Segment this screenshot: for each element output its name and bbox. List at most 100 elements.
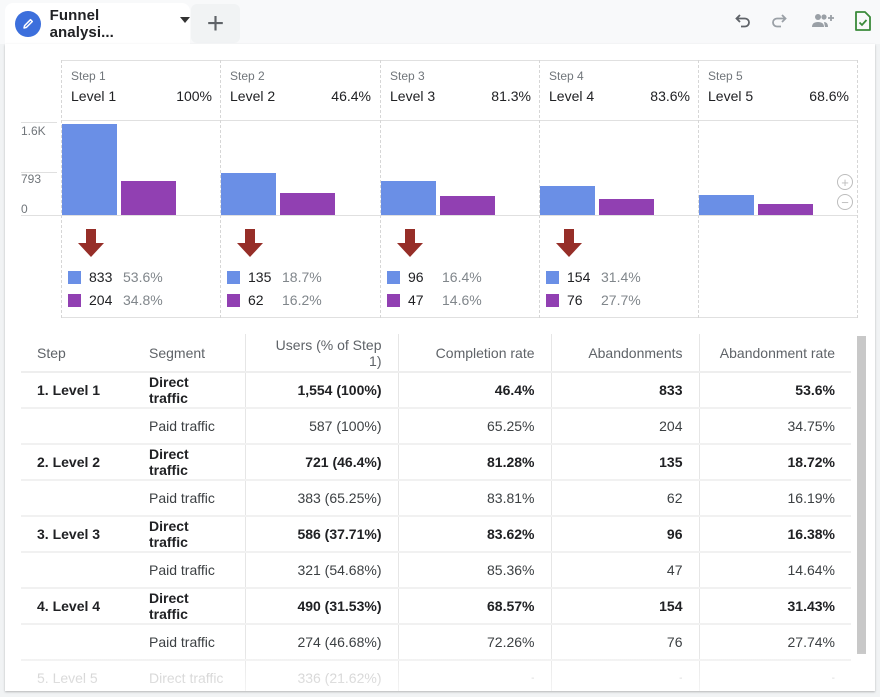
saved-check-icon[interactable]	[850, 8, 876, 34]
cell-segment: Paid traffic	[133, 624, 245, 661]
cell-completion-rate: 68.57%	[397, 588, 551, 625]
pencil-icon[interactable]	[15, 11, 41, 37]
zoom-out-icon[interactable]: −	[837, 194, 853, 210]
share-users-icon[interactable]	[808, 8, 838, 34]
abandonment-legend-paid[interactable]: 76 27.7%	[546, 292, 641, 308]
cell-step	[21, 480, 133, 517]
zoom-in-icon[interactable]: +	[837, 174, 853, 190]
table-row[interactable]: 5. Level 5 Direct traffic 336 (21.62%) - - -	[21, 660, 851, 691]
table-row[interactable]: Paid traffic 383 (65.25%) 83.81% 62 16.19%	[21, 480, 851, 517]
tab-funnel-analysis[interactable]: Funnel analysi...	[5, 3, 190, 45]
table-row[interactable]: 2. Level 2 Direct traffic 721 (46.4%) 81.28…	[21, 444, 851, 481]
step-completion-pct: 68.6%	[809, 88, 849, 104]
bar-paid-traffic[interactable]	[440, 196, 495, 215]
step-name: Level 1	[71, 88, 117, 104]
abandonment-legend-paid[interactable]: 47 14.6%	[387, 292, 482, 308]
step-header[interactable]: Step 5 Level 5 68.6%	[698, 60, 857, 120]
bar-paid-traffic[interactable]	[121, 181, 176, 215]
cell-abandonments: 62	[550, 480, 699, 517]
column-divider	[380, 60, 381, 318]
step-header[interactable]: Step 3 Level 3 81.3%	[380, 60, 539, 120]
cell-completion-rate: 83.62%	[397, 516, 551, 553]
cell-abandonment-rate: 53.6%	[698, 372, 851, 409]
cell-users: 274 (46.68%)	[244, 624, 398, 661]
cell-abandonments: 833	[550, 372, 699, 409]
cell-abandonment-rate: 34.75%	[698, 408, 851, 445]
table-row[interactable]: Paid traffic 274 (46.68%) 72.26% 76 27.74%	[21, 624, 851, 661]
abandonment-pct: 14.6%	[442, 292, 482, 308]
top-bar: Funnel analysi... +	[0, 0, 880, 45]
funnel-chart: 1.6K 793 0 Step 1 Level 1 100% Step 2 Level 2 46…	[5, 60, 875, 318]
step-header[interactable]: Step 2 Level 2 46.4%	[220, 60, 379, 120]
step-number: Step 2	[230, 69, 265, 83]
direct-swatch	[387, 270, 400, 284]
table-row[interactable]: 4. Level 4 Direct traffic 490 (31.53%) 68.5…	[21, 588, 851, 625]
cell-users: 587 (100%)	[244, 408, 398, 445]
cell-step: 3. Level 3	[21, 516, 133, 553]
y-tick-line	[21, 172, 57, 173]
abandonment-arrow-icon	[236, 229, 264, 259]
header-step[interactable]: Step	[21, 334, 133, 373]
abandonment-count: 96	[408, 269, 424, 285]
header-segment[interactable]: Segment	[133, 334, 245, 373]
tab-dropdown-caret-icon[interactable]	[180, 17, 190, 23]
bar-paid-traffic[interactable]	[599, 199, 654, 215]
paid-swatch	[546, 293, 559, 307]
cell-abandonment-rate: 16.19%	[698, 480, 851, 517]
cell-completion-rate: 72.26%	[397, 624, 551, 661]
abandonment-legend-direct[interactable]: 96 16.4%	[387, 269, 482, 285]
table-row[interactable]: Paid traffic 587 (100%) 65.25% 204 34.75%	[21, 408, 851, 445]
header-completion-rate[interactable]: Completion rate	[397, 334, 551, 373]
bar-direct-traffic[interactable]	[540, 186, 595, 215]
bar-direct-traffic[interactable]	[381, 181, 436, 215]
cell-segment: Direct traffic	[133, 444, 245, 481]
abandonment-count: 154	[567, 269, 591, 285]
cell-users: 336 (21.62%)	[244, 660, 398, 691]
bar-direct-traffic[interactable]	[221, 173, 276, 215]
bar-paid-traffic[interactable]	[758, 204, 813, 215]
paid-swatch	[387, 293, 400, 307]
abandonment-pct: 34.8%	[123, 292, 163, 308]
header-users[interactable]: Users (% of Step 1)	[244, 334, 398, 373]
abandonment-legend-direct[interactable]: 135 18.7%	[227, 269, 322, 285]
table-row[interactable]: 3. Level 3 Direct traffic 586 (37.71%) 83.6…	[21, 516, 851, 553]
undo-icon[interactable]	[730, 8, 756, 34]
cell-abandonments: -	[550, 660, 699, 691]
abandonment-legend-direct[interactable]: 833 53.6%	[68, 269, 163, 285]
funnel-card: 1.6K 793 0 Step 1 Level 1 100% Step 2 Level 2 46…	[5, 44, 875, 691]
cell-users: 586 (37.71%)	[244, 516, 398, 553]
bar-paid-traffic[interactable]	[280, 193, 335, 215]
step-name: Level 2	[230, 88, 276, 104]
step-header[interactable]: Step 4 Level 4 83.6%	[539, 60, 698, 120]
table-row[interactable]: 1. Level 1 Direct traffic 1,554 (100%) 46.4…	[21, 372, 851, 409]
header-abandonment-rate[interactable]: Abandonment rate	[698, 334, 851, 373]
step-number: Step 1	[71, 69, 106, 83]
paid-swatch	[227, 293, 240, 307]
y-tick-label: 793	[21, 172, 42, 186]
tab-title: Funnel analysi...	[49, 7, 114, 41]
direct-swatch	[546, 270, 559, 284]
abandonment-count: 76	[567, 292, 583, 308]
step-header[interactable]: Step 1 Level 1 100%	[61, 60, 220, 120]
chart-gridline	[61, 317, 858, 318]
cell-segment: Paid traffic	[133, 552, 245, 589]
cell-completion-rate: 83.81%	[397, 480, 551, 517]
cell-abandonment-rate: 16.38%	[698, 516, 851, 553]
bar-direct-traffic[interactable]	[62, 124, 117, 215]
cell-users: 321 (54.68%)	[244, 552, 398, 589]
table-scrollbar[interactable]	[857, 336, 866, 654]
step-completion-pct: 46.4%	[331, 88, 371, 104]
add-tab-button[interactable]: +	[191, 4, 240, 43]
abandonment-legend-paid[interactable]: 204 34.8%	[68, 292, 163, 308]
redo-icon[interactable]	[766, 8, 792, 34]
cell-users: 383 (65.25%)	[244, 480, 398, 517]
cell-segment: Direct traffic	[133, 516, 245, 553]
bar-direct-traffic[interactable]	[699, 195, 754, 215]
abandonment-legend-direct[interactable]: 154 31.4%	[546, 269, 641, 285]
table-row[interactable]: Paid traffic 321 (54.68%) 85.36% 47 14.64%	[21, 552, 851, 589]
abandonment-legend-paid[interactable]: 62 16.2%	[227, 292, 322, 308]
abandonment-pct: 31.4%	[601, 269, 641, 285]
cell-completion-rate: 81.28%	[397, 444, 551, 481]
abandonment-pct: 53.6%	[123, 269, 163, 285]
header-abandonments[interactable]: Abandonments	[550, 334, 699, 373]
